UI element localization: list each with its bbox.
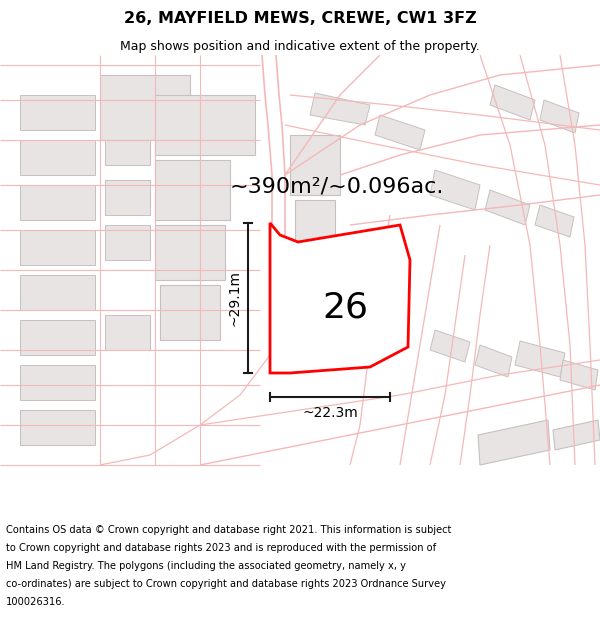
Polygon shape	[490, 85, 535, 120]
Polygon shape	[100, 75, 190, 140]
Polygon shape	[20, 275, 95, 310]
Polygon shape	[105, 315, 150, 350]
Text: ~29.1m: ~29.1m	[227, 270, 241, 326]
Polygon shape	[270, 223, 410, 373]
Polygon shape	[290, 135, 340, 195]
Text: Contains OS data © Crown copyright and database right 2021. This information is : Contains OS data © Crown copyright and d…	[6, 525, 451, 535]
Polygon shape	[295, 200, 335, 250]
Polygon shape	[20, 185, 95, 220]
Text: ~390m²/~0.096ac.: ~390m²/~0.096ac.	[230, 177, 444, 197]
Polygon shape	[20, 140, 95, 175]
Polygon shape	[20, 320, 95, 355]
Polygon shape	[105, 225, 150, 260]
Text: co-ordinates) are subject to Crown copyright and database rights 2023 Ordnance S: co-ordinates) are subject to Crown copyr…	[6, 579, 446, 589]
Polygon shape	[20, 410, 95, 445]
Text: 26: 26	[322, 290, 368, 324]
Polygon shape	[535, 205, 574, 237]
Polygon shape	[160, 285, 220, 340]
Polygon shape	[105, 95, 150, 130]
Text: HM Land Registry. The polygons (including the associated geometry, namely x, y: HM Land Registry. The polygons (includin…	[6, 561, 406, 571]
Polygon shape	[155, 160, 230, 220]
Polygon shape	[155, 95, 255, 155]
Polygon shape	[430, 330, 470, 362]
Polygon shape	[375, 115, 425, 150]
Polygon shape	[20, 365, 95, 400]
Polygon shape	[155, 225, 225, 280]
Text: to Crown copyright and database rights 2023 and is reproduced with the permissio: to Crown copyright and database rights 2…	[6, 543, 436, 553]
Polygon shape	[560, 360, 598, 390]
Polygon shape	[540, 100, 579, 133]
Polygon shape	[20, 95, 95, 130]
Text: 100026316.: 100026316.	[6, 597, 65, 607]
Polygon shape	[105, 130, 150, 165]
Text: ~22.3m: ~22.3m	[302, 406, 358, 420]
Text: Map shows position and indicative extent of the property.: Map shows position and indicative extent…	[120, 39, 480, 52]
Polygon shape	[430, 170, 480, 210]
Polygon shape	[553, 420, 600, 450]
Polygon shape	[485, 190, 530, 225]
Polygon shape	[478, 420, 550, 465]
Text: 26, MAYFIELD MEWS, CREWE, CW1 3FZ: 26, MAYFIELD MEWS, CREWE, CW1 3FZ	[124, 11, 476, 26]
Polygon shape	[515, 341, 565, 377]
Polygon shape	[295, 255, 330, 305]
Polygon shape	[20, 230, 95, 265]
Polygon shape	[310, 93, 370, 125]
Polygon shape	[475, 345, 512, 377]
Polygon shape	[105, 180, 150, 215]
